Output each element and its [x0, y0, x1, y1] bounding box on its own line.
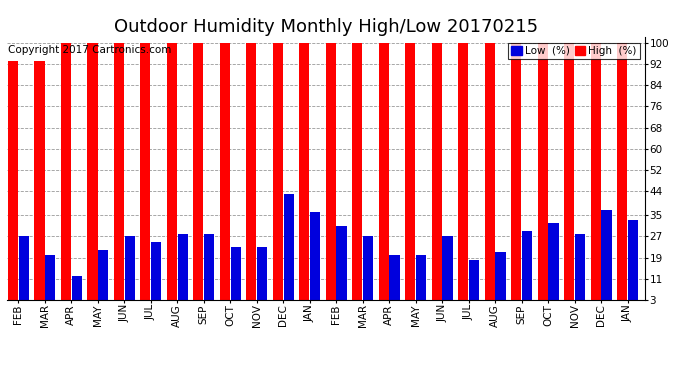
Bar: [575, 234, 585, 308]
Bar: [458, 43, 469, 308]
Bar: [591, 43, 601, 308]
Bar: [511, 43, 522, 308]
Bar: [495, 252, 506, 308]
Bar: [167, 43, 177, 308]
Bar: [98, 250, 108, 308]
Bar: [88, 43, 97, 308]
Bar: [602, 210, 611, 308]
Bar: [549, 223, 558, 308]
Bar: [246, 43, 257, 308]
Bar: [204, 234, 214, 308]
Bar: [432, 43, 442, 308]
Bar: [442, 236, 453, 308]
Title: Outdoor Humidity Monthly High/Low 20170215: Outdoor Humidity Monthly High/Low 201702…: [114, 18, 538, 36]
Bar: [19, 236, 28, 308]
Bar: [353, 43, 362, 308]
Bar: [618, 43, 627, 308]
Bar: [257, 247, 267, 308]
Bar: [114, 43, 124, 308]
Bar: [34, 62, 45, 308]
Bar: [389, 255, 400, 308]
Bar: [151, 242, 161, 308]
Bar: [177, 234, 188, 308]
Bar: [72, 276, 81, 308]
Bar: [299, 43, 310, 308]
Bar: [564, 43, 574, 308]
Bar: [538, 43, 548, 308]
Bar: [416, 255, 426, 308]
Bar: [193, 43, 204, 308]
Bar: [230, 247, 241, 308]
Bar: [124, 236, 135, 308]
Bar: [310, 213, 320, 308]
Bar: [220, 43, 230, 308]
Text: Copyright 2017 Cartronics.com: Copyright 2017 Cartronics.com: [8, 45, 171, 56]
Bar: [284, 194, 293, 308]
Bar: [273, 43, 283, 308]
Bar: [469, 260, 479, 308]
Bar: [45, 255, 55, 308]
Bar: [363, 236, 373, 308]
Bar: [522, 231, 532, 308]
Bar: [8, 62, 18, 308]
Bar: [61, 43, 71, 308]
Bar: [485, 43, 495, 308]
Bar: [337, 226, 346, 308]
Bar: [628, 220, 638, 308]
Bar: [326, 43, 336, 308]
Bar: [141, 43, 150, 308]
Bar: [379, 43, 389, 308]
Bar: [406, 43, 415, 308]
Legend: Low  (%), High  (%): Low (%), High (%): [508, 43, 640, 59]
